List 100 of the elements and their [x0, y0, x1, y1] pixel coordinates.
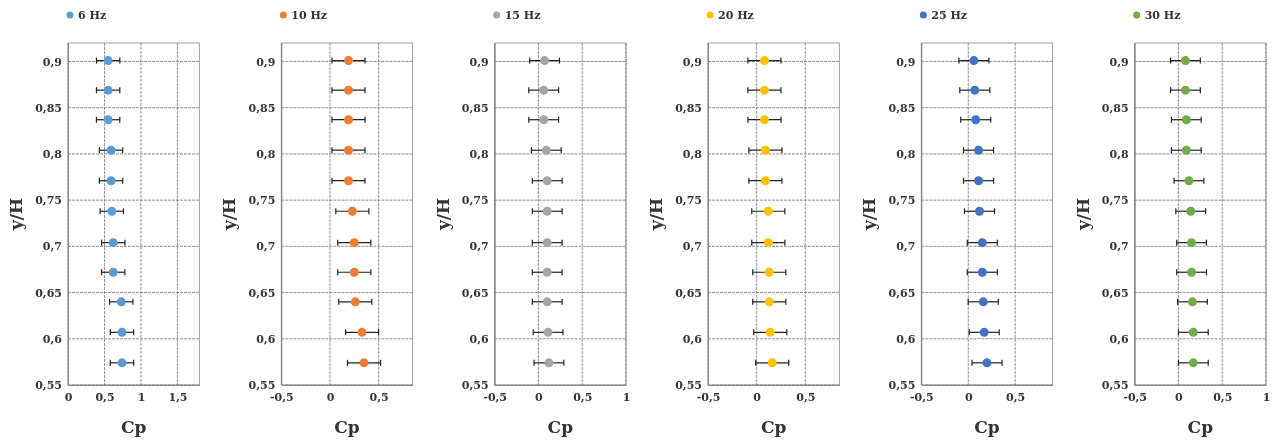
point	[982, 358, 992, 368]
point	[1188, 327, 1198, 337]
point	[350, 297, 360, 307]
point	[759, 56, 769, 66]
y-axis-title: y/H	[646, 197, 666, 232]
legend-label: 25 Hz	[931, 8, 968, 22]
y-tick-label: 0,8	[682, 147, 703, 161]
point	[108, 267, 118, 277]
x-tick-label: 0,5	[369, 390, 389, 404]
y-tick-label: 0,55	[35, 379, 62, 393]
point	[978, 297, 988, 307]
y-tick-label: 0,6	[256, 332, 276, 346]
point	[759, 85, 769, 95]
y-tick-label: 0,75	[35, 194, 62, 208]
y-tick-label: 0,7	[896, 240, 916, 254]
point	[1184, 176, 1194, 186]
x-tick-label: 0,5	[95, 390, 115, 404]
y-tick-label: 0,8	[469, 147, 490, 161]
y-tick-label: 0,75	[888, 194, 916, 208]
legend-label: 30 Hz	[1144, 8, 1181, 22]
point	[359, 358, 369, 368]
y-tick-label: 0,75	[675, 194, 702, 208]
legend-label: 6 Hz	[78, 8, 107, 22]
y-tick-label: 0,6	[1109, 332, 1130, 346]
legend-label: 20 Hz	[718, 8, 754, 22]
point	[1188, 358, 1198, 368]
x-axis-title: Cp	[547, 417, 574, 437]
y-tick-label: 0,85	[888, 101, 916, 115]
y-tick-label: 0,65	[1101, 286, 1129, 300]
point	[759, 115, 769, 125]
y-tick-label: 0,85	[248, 101, 276, 115]
x-axis-title: Cp	[120, 417, 147, 437]
x-tick-label: 0,5	[573, 390, 593, 404]
y-tick-label: 0,9	[256, 55, 276, 69]
y-tick-label: 0,85	[461, 101, 489, 115]
y-tick-label: 0,55	[248, 379, 276, 393]
legend-label: 15 Hz	[504, 8, 541, 22]
y-tick-label: 0,55	[1101, 379, 1129, 393]
y-tick-label: 0,7	[682, 240, 702, 254]
y-tick-label: 0,75	[248, 194, 276, 208]
point	[349, 238, 359, 248]
point	[103, 115, 113, 125]
x-tick-label: 1	[622, 390, 631, 404]
x-tick-label: 0	[1175, 390, 1184, 404]
x-axis-title: Cp	[334, 417, 360, 437]
point	[977, 238, 987, 248]
x-tick-label: 0,5	[1006, 390, 1026, 404]
point	[979, 327, 989, 337]
y-tick-label: 0,8	[896, 147, 916, 161]
y-tick-label: 0,65	[675, 286, 702, 300]
point	[970, 85, 980, 95]
point	[763, 238, 773, 248]
point	[764, 267, 774, 277]
point	[116, 297, 126, 307]
point	[1180, 85, 1190, 95]
point	[106, 176, 116, 186]
x-tick-label: 0,5	[796, 390, 816, 404]
y-tick-label: 0,7	[256, 240, 276, 254]
x-axis-title: Cp	[760, 417, 787, 437]
point	[1180, 56, 1190, 66]
x-tick-label: 0,5	[1213, 390, 1233, 404]
y-tick-label: 0,85	[1101, 101, 1129, 115]
point	[117, 327, 127, 337]
point	[343, 115, 353, 125]
x-tick-label: 0	[964, 390, 973, 404]
point	[974, 145, 984, 155]
point	[760, 145, 770, 155]
point	[767, 358, 777, 368]
x-tick-label: -0,5	[1123, 390, 1148, 404]
y-axis-title: y/H	[6, 197, 26, 232]
point	[1181, 145, 1191, 155]
y-tick-label: 0,6	[896, 332, 916, 346]
point	[969, 56, 979, 66]
point	[1187, 267, 1197, 277]
y-tick-label: 0,55	[888, 379, 916, 393]
y-tick-label: 0,9	[896, 55, 916, 69]
y-tick-label: 0,75	[1101, 194, 1129, 208]
point	[760, 176, 770, 186]
x-tick-label: 1	[1262, 390, 1271, 404]
x-axis-title: Cp	[974, 417, 1000, 437]
x-tick-label: 0	[64, 390, 73, 404]
y-tick-label: 0,75	[461, 194, 489, 208]
point	[343, 176, 353, 186]
y-axis-title: y/H	[1072, 197, 1093, 232]
point	[117, 358, 127, 368]
y-tick-label: 0,85	[35, 101, 62, 115]
point	[975, 206, 984, 216]
y-tick-label: 0,7	[1109, 240, 1129, 254]
point	[974, 176, 984, 186]
point	[347, 206, 357, 216]
point	[1186, 206, 1196, 216]
x-tick-label: 0	[753, 390, 762, 404]
x-tick-label: -0,5	[483, 390, 508, 404]
point	[1187, 238, 1197, 248]
point	[764, 297, 774, 307]
point	[349, 267, 359, 277]
y-tick-label: 0,85	[675, 101, 702, 115]
x-tick-label: -0,5	[269, 390, 294, 404]
y-tick-label: 0,65	[248, 286, 276, 300]
point	[343, 56, 353, 66]
